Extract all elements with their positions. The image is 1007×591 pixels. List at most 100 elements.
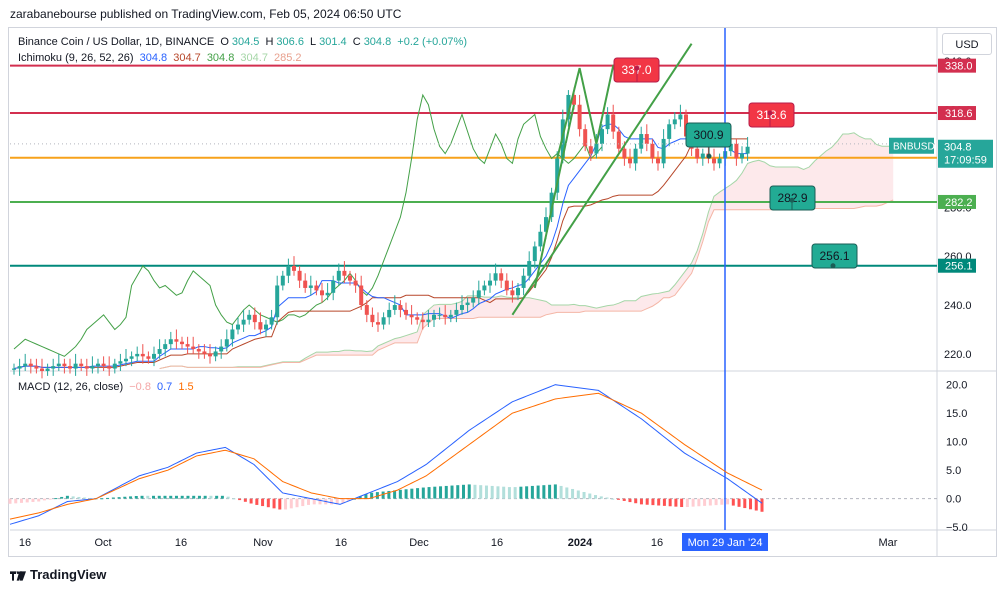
macd-histogram-bar — [123, 496, 127, 499]
macd-histogram-bar — [605, 497, 609, 499]
candle-body — [454, 309, 459, 315]
candle-body — [247, 314, 252, 320]
candle-body — [236, 324, 240, 330]
candle-body — [124, 358, 128, 362]
candle-body — [17, 366, 22, 369]
macd-histogram-bar — [731, 498, 735, 506]
macd-histogram-bar — [8, 498, 12, 504]
candle-body — [45, 368, 50, 371]
macd-histogram-bar — [278, 498, 282, 510]
candle-body — [320, 290, 324, 296]
macd-line-value: 0.7 — [157, 381, 173, 393]
macd-histogram-bar — [571, 488, 575, 499]
candle-body — [555, 158, 560, 193]
macd-histogram-bar — [197, 495, 201, 499]
candle-body — [118, 361, 123, 364]
macd-histogram-bar — [594, 495, 598, 499]
macd-histogram-bar — [209, 495, 213, 499]
candle-body — [661, 138, 666, 164]
candle-body — [443, 314, 448, 318]
candle-body — [644, 134, 649, 144]
macd-histogram-bar — [157, 495, 161, 499]
symbol-title[interactable]: Binance Coin / US Dollar, 1D, BINANCE — [18, 36, 215, 48]
ichimoku-kijun-line — [13, 128, 748, 370]
macd-histogram-bar — [708, 498, 712, 506]
macd-histogram-bar — [691, 498, 695, 507]
candle-body — [600, 129, 604, 144]
ichimoku-chikou-line — [13, 93, 603, 357]
candle-body — [370, 314, 375, 323]
macd-histogram-bar — [117, 497, 121, 499]
macd-histogram-bar — [582, 492, 586, 499]
candle-body — [191, 346, 196, 350]
candle-body — [230, 329, 235, 340]
candle-body — [594, 143, 599, 154]
macd-histogram-bar — [461, 484, 465, 499]
macd-histogram-bar — [347, 498, 351, 501]
macd-histogram-bar — [398, 489, 402, 499]
time-tick-label: 16 — [175, 537, 187, 549]
macd-histogram-bar — [743, 498, 747, 509]
candle-body — [51, 366, 56, 369]
macd-histogram-bar — [169, 495, 173, 499]
candle-body — [135, 353, 140, 357]
candle-body — [224, 339, 229, 347]
candle-body — [28, 363, 33, 367]
macd-histogram-bar — [220, 495, 224, 499]
candle-body — [381, 317, 386, 325]
candle-body — [404, 309, 408, 315]
candle-body — [527, 261, 532, 276]
candle-body — [314, 285, 319, 291]
macd-tick-label: 0.0 — [946, 494, 961, 506]
candle-body — [292, 265, 296, 271]
macd-histogram-bar — [37, 498, 41, 502]
candle-body — [269, 317, 274, 325]
macd-histogram-bar — [232, 498, 236, 500]
macd-histogram-bar — [88, 498, 92, 500]
macd-histogram-bar — [645, 498, 649, 505]
macd-histogram-bar — [192, 495, 196, 499]
macd-histogram-bar — [42, 498, 46, 501]
macd-histogram-bar — [433, 486, 437, 499]
candle-body — [157, 349, 162, 354]
price-tick-label: 220.0 — [944, 349, 972, 361]
candle-body — [241, 319, 246, 325]
ohlc-close: C 304.8 — [352, 36, 392, 48]
macd-tick-label: 5.0 — [946, 465, 961, 477]
annotation-callout — [811, 243, 858, 269]
annotation-anchor — [789, 197, 795, 203]
macd-histogram-bar — [439, 486, 443, 499]
macd-histogram-bar — [312, 498, 316, 505]
candle-body — [129, 356, 134, 359]
candle-body — [398, 305, 403, 310]
macd-histogram-bar — [530, 485, 534, 499]
crosshair-date-label: Mon 29 Jan '24 — [688, 537, 763, 549]
candle-body — [73, 363, 78, 369]
macd-histogram-bar — [249, 498, 253, 504]
macd-histogram-bar — [502, 486, 506, 499]
candle-body — [532, 246, 537, 262]
macd-tick-label: 15.0 — [946, 408, 967, 420]
candle-body — [437, 314, 442, 316]
candle-body — [264, 324, 268, 330]
currency-button[interactable]: USD — [942, 33, 992, 55]
ichimoku-tenkan-line — [13, 123, 748, 370]
candle-body — [740, 153, 744, 159]
macd-histogram-bar — [301, 498, 305, 507]
macd-histogram-bar — [634, 498, 638, 504]
candle-body — [504, 280, 509, 291]
ichimoku-legend[interactable]: Ichimoku (9, 26, 52, 26) 304.8 304.7 304… — [18, 52, 305, 64]
macd-histogram-bar — [639, 498, 643, 505]
macd-histogram-bar — [507, 487, 511, 499]
macd-legend[interactable]: MACD (12, 26, close) −0.8 0.7 1.5 — [18, 381, 197, 393]
symbol-tag — [889, 137, 934, 154]
macd-histogram-bar — [387, 490, 391, 499]
annotation-anchor — [767, 110, 773, 116]
publisher-header: zarabanebourse published on TradingView.… — [10, 7, 402, 21]
candle-body — [409, 314, 414, 318]
candle-body — [667, 124, 672, 139]
candle-body — [566, 94, 571, 120]
macd-tick-label: −5.0 — [946, 522, 968, 534]
annotation-callout-label: 256.1 — [819, 249, 849, 263]
